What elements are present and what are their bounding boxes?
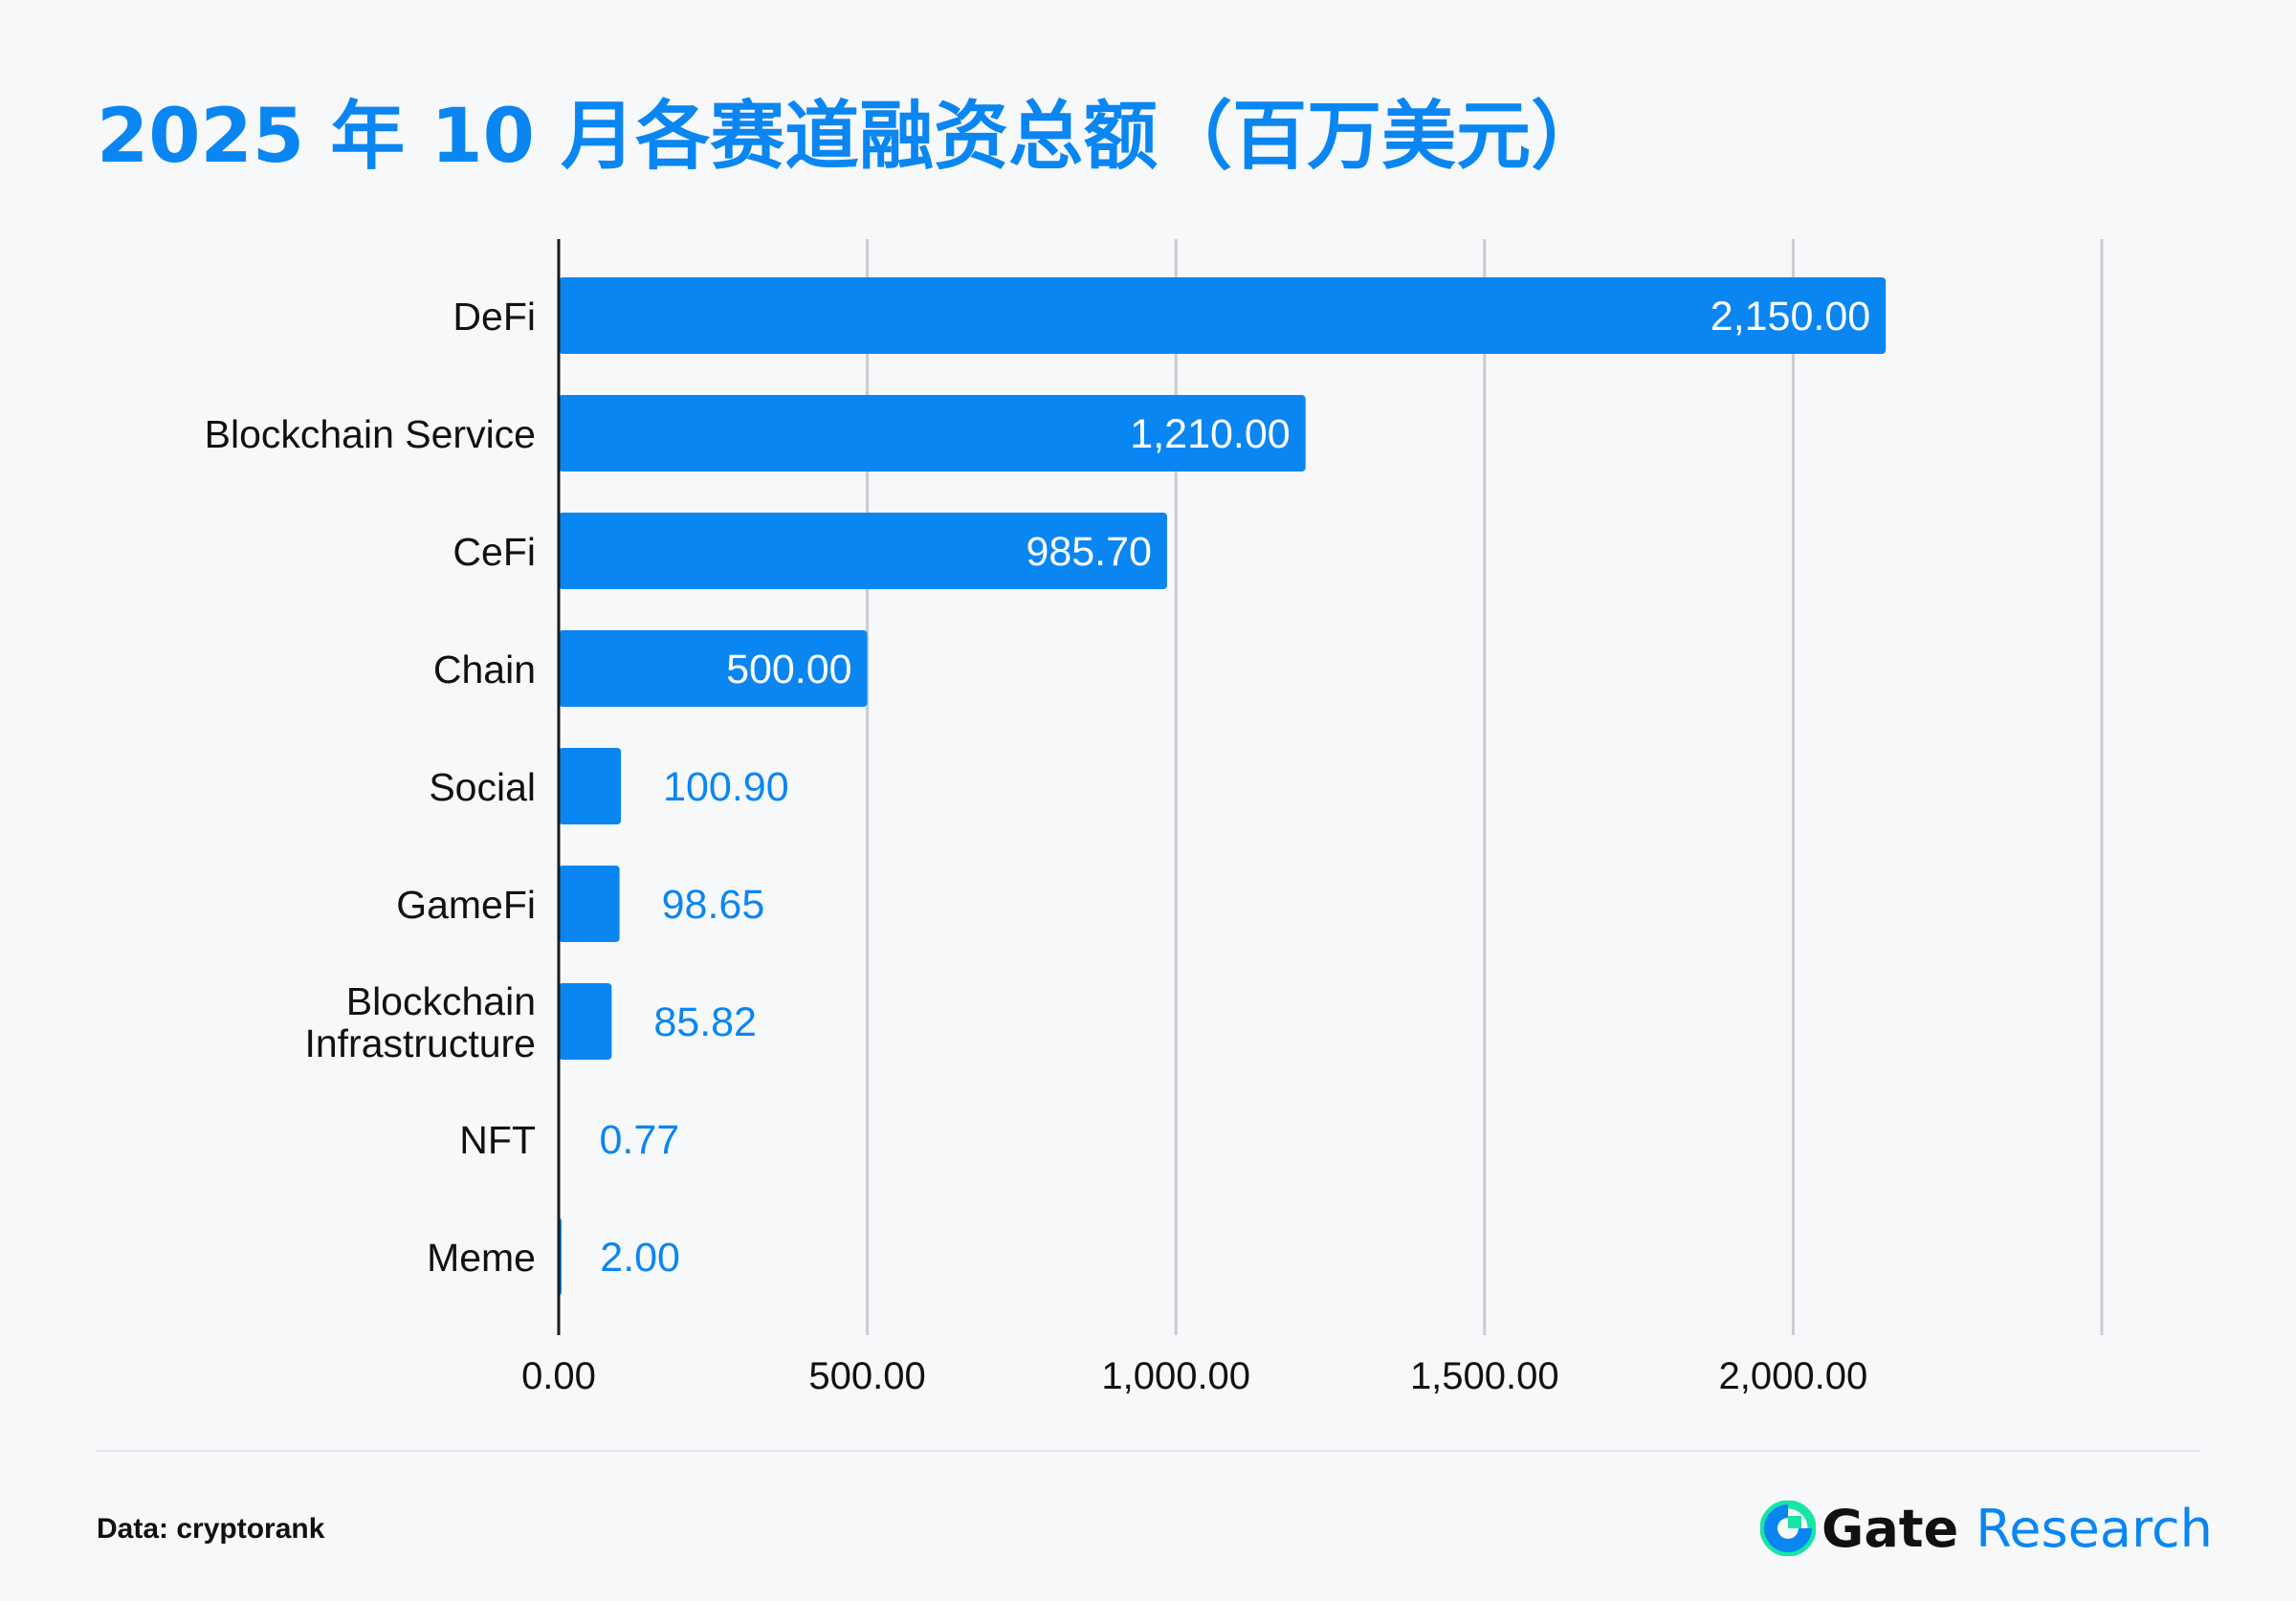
bar [559,983,612,1060]
data-label: 1,210.00 [1130,411,1290,457]
data-label: 85.82 [653,999,757,1045]
category-label: Social [429,765,536,809]
category-label: Blockchain [346,979,536,1023]
gate-research-logo: Gate Research [1760,1492,2213,1565]
logo-research-text: Research [1976,1498,2213,1559]
data-label: 2,150.00 [1711,294,1870,340]
gate-logo-icon [1760,1501,1816,1556]
data-label: 0.77 [599,1117,679,1163]
data-label: 100.90 [663,764,789,810]
data-label: 98.65 [662,882,765,928]
data-label: 985.70 [1026,529,1152,575]
bar [559,513,1167,589]
bar [559,748,622,824]
bar [559,395,1306,472]
chart-title: 2025 年 10 月各赛道融资总额（百万美元） [97,94,1606,180]
bar [559,630,868,707]
category-label: NFT [459,1118,536,1162]
data-label: 500.00 [726,647,852,692]
bar-chart: 2,150.00 DeFi 1,210.00 Blockchain Service 98… [205,239,2104,1397]
x-tick-label: 2,000.00 [1719,1355,1868,1397]
x-tick-label: 1,500.00 [1410,1355,1559,1397]
category-label: Blockchain Service [205,412,536,456]
data-source: Data: cryptorank [97,1513,325,1545]
bar [559,277,1887,354]
category-label: DeFi [453,295,536,339]
x-tick-label: 500.00 [808,1355,925,1397]
logo-gate-text: Gate [1821,1498,1959,1559]
category-label: Chain [433,647,536,691]
x-tick-label: 1,000.00 [1101,1355,1250,1397]
x-tick-label: 0.00 [521,1355,596,1397]
category-label: Infrastructure [304,1021,536,1065]
bar [559,866,620,942]
category-label: Meme [427,1236,536,1280]
footer-divider [97,1450,2200,1452]
category-label: CeFi [453,530,536,574]
category-label: GameFi [396,883,536,927]
data-label: 2.00 [600,1235,680,1281]
